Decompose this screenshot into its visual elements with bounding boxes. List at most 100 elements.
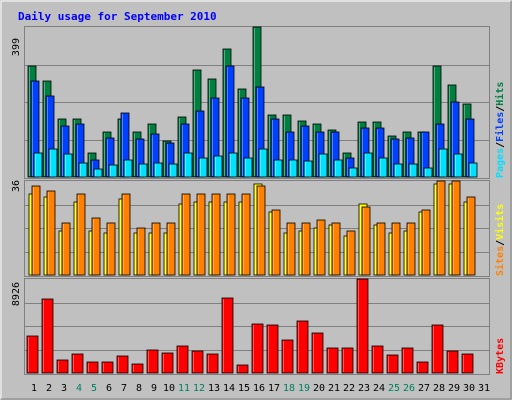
visits-bar bbox=[301, 222, 311, 276]
kbytes-bar bbox=[266, 324, 279, 374]
panel-visits-sites bbox=[24, 180, 490, 277]
kbytes-bar bbox=[71, 353, 84, 374]
kbytes-bar bbox=[251, 323, 264, 374]
visits-bar bbox=[271, 209, 281, 276]
x-tick-label: 21 bbox=[328, 383, 340, 394]
pages-bar bbox=[228, 152, 238, 178]
kbytes-bar bbox=[191, 350, 204, 374]
pages-bar bbox=[438, 148, 448, 178]
kbytes-bar bbox=[371, 345, 384, 374]
x-tick-label: 16 bbox=[253, 383, 265, 394]
hits-files-pages-bars bbox=[27, 26, 478, 178]
kbytes-bar bbox=[446, 350, 459, 374]
kbytes-bar bbox=[116, 355, 129, 374]
legend-visits-sites: Sites/Visits bbox=[494, 204, 506, 276]
y-max-label-visits: 36 bbox=[11, 180, 22, 192]
visits-bar bbox=[166, 222, 176, 276]
y-max-label-hits: 399 bbox=[11, 38, 22, 56]
panel-frame bbox=[24, 26, 490, 179]
x-tick-label: 20 bbox=[313, 383, 325, 394]
x-tick-label: 11 bbox=[178, 383, 190, 394]
pages-bar bbox=[333, 159, 343, 178]
pages-bar bbox=[453, 153, 463, 178]
visits-bar bbox=[46, 190, 56, 276]
x-tick-label: 12 bbox=[193, 383, 205, 394]
kbytes-bars bbox=[26, 278, 474, 374]
visits-bar bbox=[181, 193, 191, 276]
visits-bar bbox=[436, 180, 446, 276]
visits-bar bbox=[121, 193, 131, 276]
visits-bar bbox=[346, 230, 356, 276]
kbytes-bar bbox=[431, 324, 444, 374]
visits-bar bbox=[91, 217, 101, 276]
pages-bar bbox=[213, 155, 223, 178]
x-tick-label: 7 bbox=[121, 383, 127, 394]
visits-bar bbox=[226, 193, 236, 276]
legend-pages: Pages bbox=[495, 148, 506, 178]
legend-hits: Hits bbox=[494, 82, 506, 106]
kbytes-bar bbox=[161, 352, 174, 374]
kbytes-bar bbox=[131, 363, 144, 374]
pages-bar bbox=[423, 167, 433, 178]
x-tick-label: 31 bbox=[478, 383, 490, 394]
x-tick-label: 27 bbox=[418, 383, 430, 394]
visits-bar bbox=[136, 227, 146, 276]
panel-frame bbox=[24, 278, 490, 375]
kbytes-bar bbox=[206, 353, 219, 374]
pages-bar bbox=[108, 164, 118, 178]
panel-kbytes bbox=[24, 278, 490, 375]
legend-hits-files-pages: Pages/Files/Hits bbox=[494, 82, 506, 178]
legend-sep: / bbox=[495, 142, 506, 148]
pages-bar bbox=[78, 162, 88, 178]
kbytes-bar bbox=[86, 361, 99, 374]
visits-sites-bars bbox=[28, 180, 476, 276]
visits-bar bbox=[451, 180, 461, 276]
pages-bar bbox=[138, 163, 148, 178]
kbytes-bar bbox=[461, 353, 474, 374]
legend-kbytes: KBytes bbox=[495, 338, 506, 374]
x-tick-label: 23 bbox=[358, 383, 370, 394]
visits-bar bbox=[151, 222, 161, 276]
visits-bar bbox=[256, 185, 266, 276]
x-tick-label: 18 bbox=[283, 383, 295, 394]
kbytes-bar bbox=[221, 297, 234, 374]
kbytes-bar bbox=[176, 345, 189, 374]
x-tick-label: 5 bbox=[91, 383, 97, 394]
x-tick-label: 26 bbox=[403, 383, 415, 394]
x-tick-label: 4 bbox=[76, 383, 82, 394]
pages-bar bbox=[393, 163, 403, 178]
pages-bar bbox=[378, 157, 388, 178]
legend-sites: Sites bbox=[494, 246, 506, 276]
visits-bar bbox=[361, 206, 371, 276]
pages-bar bbox=[33, 152, 43, 178]
pages-bar bbox=[243, 157, 253, 178]
kbytes-bar bbox=[41, 298, 54, 374]
visits-bar bbox=[466, 196, 476, 276]
visits-bar bbox=[106, 222, 116, 276]
x-tick-label: 1 bbox=[31, 383, 37, 394]
x-tick-label: 13 bbox=[208, 383, 220, 394]
x-tick-label: 8 bbox=[136, 383, 142, 394]
pages-bar bbox=[273, 159, 283, 178]
pages-bar bbox=[258, 148, 268, 178]
chart-title: Daily usage for September 2010 bbox=[18, 10, 217, 23]
kbytes-bar bbox=[281, 339, 294, 374]
kbytes-bar bbox=[146, 349, 159, 374]
pages-bar bbox=[48, 148, 58, 178]
kbytes-bar bbox=[386, 354, 399, 374]
kbytes-bar bbox=[296, 320, 309, 374]
x-tick-label: 30 bbox=[463, 383, 475, 394]
legend-sep: / bbox=[495, 240, 506, 246]
x-tick-label: 24 bbox=[373, 383, 385, 394]
kbytes-bar bbox=[26, 335, 39, 374]
legend-sep: / bbox=[495, 106, 506, 112]
x-tick-label: 25 bbox=[388, 383, 400, 394]
visits-bar bbox=[331, 222, 341, 276]
kbytes-bar bbox=[101, 361, 114, 374]
x-tick-label: 29 bbox=[448, 383, 460, 394]
visits-bar bbox=[196, 193, 206, 276]
pages-bar bbox=[153, 162, 163, 178]
x-tick-label: 6 bbox=[106, 383, 112, 394]
pages-bar bbox=[303, 160, 313, 178]
